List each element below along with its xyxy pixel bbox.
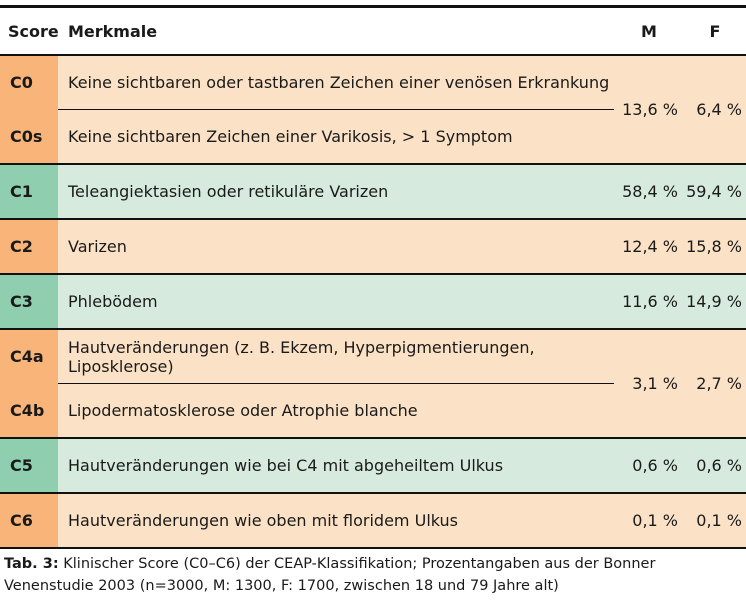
table-row: C4a Hautveränderungen (z. B. Ekzem, Hype… bbox=[0, 328, 746, 438]
m-value-cell: 13,6 % bbox=[614, 55, 684, 164]
m-value-cell: 58,4 % bbox=[614, 163, 684, 219]
m-value-cell: 0,6 % bbox=[614, 437, 684, 493]
score-cell: C4b bbox=[0, 383, 58, 438]
table-row: C0 Keine sichtbaren oder tastbaren Zeich… bbox=[0, 55, 746, 164]
f-value-cell: 59,4 % bbox=[684, 163, 746, 219]
f-value-cell: 15,8 % bbox=[684, 218, 746, 274]
merkmal-cell: Keine sichtbaren Zeichen einer Varikosis… bbox=[58, 109, 614, 164]
merkmal-cell: Keine sichtbaren oder tastbaren Zeichen … bbox=[58, 55, 614, 110]
score-cell: C0s bbox=[0, 109, 58, 164]
merkmal-cell: Hautveränderungen wie oben mit floridem … bbox=[58, 492, 614, 548]
m-value-cell: 3,1 % bbox=[614, 328, 684, 438]
table-row: C3 Phlebödem 11,6 % 14,9 % bbox=[0, 273, 746, 329]
table-header-row: Score Merkmale M F bbox=[0, 8, 746, 56]
score-cell: C6 bbox=[0, 492, 58, 548]
m-value-cell: 12,4 % bbox=[614, 218, 684, 274]
f-value-cell: 2,7 % bbox=[684, 328, 746, 438]
table-caption: Tab. 3: Klinischer Score (C0–C6) der CEA… bbox=[4, 553, 742, 597]
merkmal-cell: Lipodermatosklerose oder Atrophie blanch… bbox=[58, 383, 614, 438]
table-row: C0s Keine sichtbaren Zeichen einer Varik… bbox=[0, 109, 746, 164]
top-rule bbox=[0, 5, 746, 8]
f-value-cell: 0,6 % bbox=[684, 437, 746, 493]
header-score: Score bbox=[0, 8, 59, 56]
merkmal-cell: Hautveränderungen wie bei C4 mit abgehei… bbox=[58, 437, 614, 493]
score-cell: C3 bbox=[0, 273, 58, 329]
merkmal-cell: Teleangiektasien oder retikuläre Varizen bbox=[58, 163, 614, 219]
merkmal-cell: Varizen bbox=[58, 218, 614, 274]
score-cell: C2 bbox=[0, 218, 58, 274]
f-value-cell: 6,4 % bbox=[684, 55, 746, 164]
header-m: M bbox=[614, 8, 684, 56]
merkmal-cell: Phlebödem bbox=[58, 273, 614, 329]
table-row: C1 Teleangiektasien oder retikuläre Vari… bbox=[0, 163, 746, 219]
score-cell: C5 bbox=[0, 437, 58, 493]
table-row: C4b Lipodermatosklerose oder Atrophie bl… bbox=[0, 383, 746, 438]
table-row: C2 Varizen 12,4 % 15,8 % bbox=[0, 218, 746, 274]
caption-label: Tab. 3: bbox=[4, 556, 59, 572]
header-merkmale: Merkmale bbox=[58, 8, 614, 56]
score-cell: C4a bbox=[0, 328, 58, 384]
score-cell: C1 bbox=[0, 163, 58, 219]
merkmal-cell: Hautveränderungen (z. B. Ekzem, Hyperpig… bbox=[58, 328, 614, 384]
m-value-cell: 0,1 % bbox=[614, 492, 684, 548]
ceap-table: Score Merkmale M F C0 Keine sichtbaren o… bbox=[0, 8, 746, 549]
f-value-cell: 14,9 % bbox=[684, 273, 746, 329]
f-value-cell: 0,1 % bbox=[684, 492, 746, 548]
m-value-cell: 11,6 % bbox=[614, 273, 684, 329]
header-f: F bbox=[684, 8, 746, 56]
table-row: C5 Hautveränderungen wie bei C4 mit abge… bbox=[0, 437, 746, 493]
score-cell: C0 bbox=[0, 55, 58, 110]
table-row: C6 Hautveränderungen wie oben mit florid… bbox=[0, 492, 746, 548]
caption-text: Klinischer Score (C0–C6) der CEAP-Klassi… bbox=[4, 556, 656, 594]
